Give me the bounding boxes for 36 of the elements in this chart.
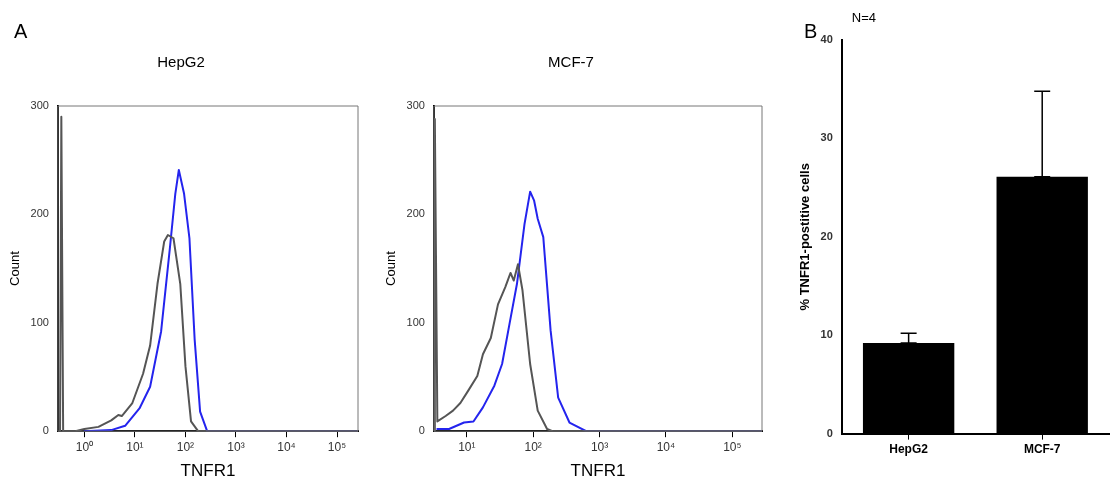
x-tick-label: 10⁴ — [277, 439, 296, 454]
y-tick-label: 100 — [406, 315, 425, 328]
x-tick-label: 10⁴ — [656, 439, 676, 454]
x-tick-label: 10¹ — [126, 439, 144, 454]
y-tick-label: 300 — [30, 99, 49, 112]
y-tick-label: 20 — [820, 229, 833, 242]
x-axis-title: TNFR1 — [180, 461, 236, 481]
x-tick-label: 10⁵ — [327, 439, 347, 454]
x-tick-label: 10² — [176, 439, 195, 454]
x-tick-label: MCF-7 — [1023, 442, 1061, 457]
text: B — [804, 20, 818, 42]
y-tick-label: 30 — [820, 131, 833, 144]
y-tick-label: 40 — [820, 33, 833, 46]
y-tick-label: 0 — [826, 426, 833, 439]
y-axis-title: Count — [383, 250, 399, 286]
y-tick-label: 10 — [820, 328, 833, 341]
y-axis-title: Count — [7, 250, 23, 286]
x-tick-label: 10¹ — [458, 439, 476, 454]
y-tick-label: 300 — [406, 99, 425, 112]
y-tick-label: 100 — [30, 315, 49, 328]
chart-title: HepG2 — [157, 53, 205, 71]
text: N=4 — [851, 10, 877, 25]
chart-title: MCF-7 — [548, 53, 594, 71]
x-tick-label: 10⁰ — [75, 439, 94, 454]
y-tick-label: 200 — [406, 207, 425, 220]
x-tick-label: HepG2 — [889, 442, 929, 457]
x-tick-label: 10³ — [227, 439, 245, 454]
x-tick-label: 10² — [524, 439, 542, 454]
y-axis-title: % TNFR1-postitive cells — [797, 163, 813, 311]
text: A — [14, 20, 28, 42]
y-tick-label: 0 — [418, 424, 425, 437]
y-tick-label: 0 — [42, 424, 49, 437]
x-tick-label: 10³ — [590, 439, 609, 454]
x-tick-label: 10⁵ — [723, 439, 742, 454]
y-tick-label: 200 — [30, 207, 49, 220]
x-axis-title: TNFR1 — [570, 461, 626, 481]
